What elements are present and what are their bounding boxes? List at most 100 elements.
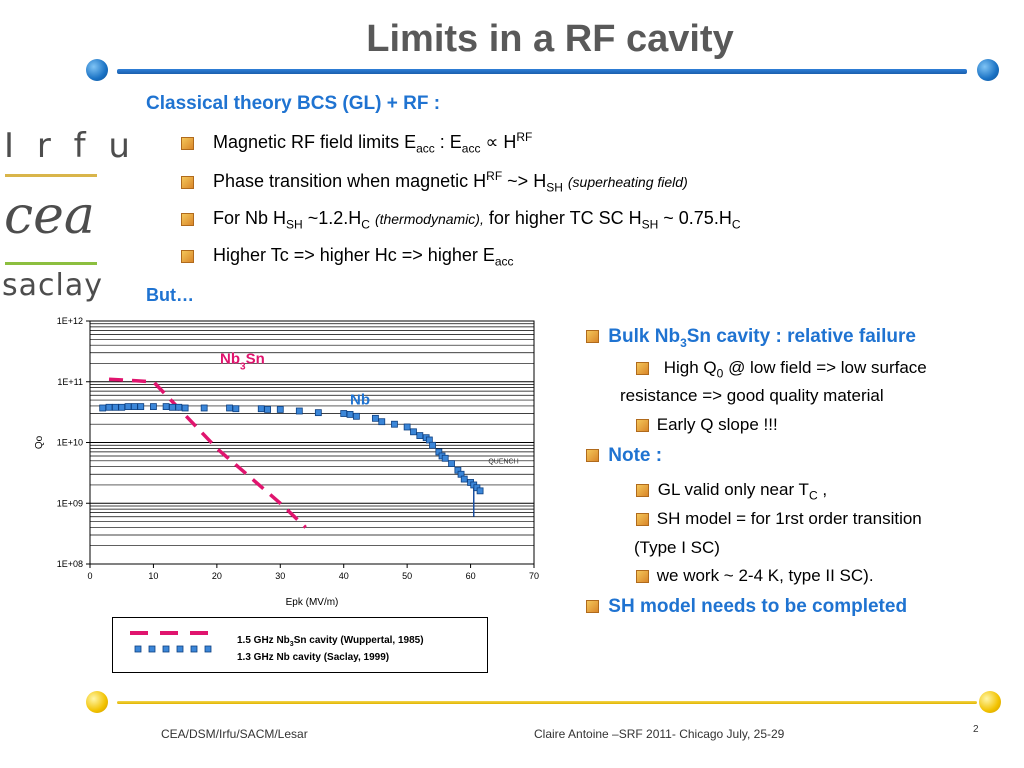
nb-data-point [111, 403, 119, 411]
top-left-ball-icon [86, 59, 108, 81]
b4-p0: Higher Tc => higher Hc => higher E [213, 245, 495, 265]
left-heading: Classical theory BCS (GL) + RF : [146, 93, 441, 114]
b3-p8: ~ 0.75.H [658, 208, 732, 228]
bottom-divider [117, 701, 977, 704]
cea-logo-underline [5, 262, 97, 265]
rs3-p0: GL valid only near T [657, 480, 809, 499]
nb-data-point [448, 460, 455, 467]
right-head-3: SH model needs to be completed [586, 596, 907, 618]
legend-entry-nb: 1.3 GHz Nb cavity (Saclay, 1999) [237, 652, 389, 663]
nb-data-point [175, 403, 183, 411]
nb-data-point [410, 428, 417, 436]
nb-data-point [346, 411, 354, 418]
right-head-1: Bulk Nb3Sn cavity : relative failure [586, 326, 916, 350]
x-tick-label: 20 [212, 571, 222, 581]
nb-data-point [137, 403, 145, 410]
y-tick-label: 1E+08 [57, 559, 83, 569]
bullet-row-1: Magnetic RF field limits Eacc : Eacc ∝ H… [181, 130, 532, 156]
nb-data-point [226, 404, 233, 412]
leg1-p2: Sn cavity (Wuppertal, 1985) [293, 635, 424, 646]
rh1-p2: Sn cavity : relative failure [686, 326, 916, 347]
legend-nb-marker [204, 645, 212, 653]
plot-frame [89, 320, 535, 565]
chart-legend: 1.5 GHz Nb3Sn cavity (Wuppertal, 1985) 1… [112, 617, 488, 673]
nb3sn-p2: Sn [246, 350, 265, 367]
y-tick-label: 1E+12 [57, 316, 83, 326]
b3-p3: C [361, 217, 370, 232]
irfu-logo: I r f u [4, 126, 136, 166]
top-divider [117, 69, 967, 74]
nb3sn-p0: Nb [220, 350, 240, 367]
b1-p1: acc [416, 141, 435, 156]
b3-p5: (thermodynamic), [374, 211, 484, 227]
bullet-icon [586, 330, 599, 344]
b2-p5: (superheating field) [567, 174, 688, 190]
legend-nb-marker [162, 645, 170, 653]
nb-data-point [429, 441, 436, 449]
b1-p0: Magnetic RF field limits E [213, 132, 417, 152]
legend-nb-marker [190, 645, 198, 653]
b1-p5: RF [516, 130, 533, 144]
bullet-icon [636, 513, 649, 527]
y-axis-label: Qo [34, 435, 45, 449]
nb-data-point [99, 404, 107, 412]
rs1-p1: 0 [716, 366, 724, 381]
x-tick-label: 0 [87, 571, 92, 581]
bullet-icon [636, 484, 649, 498]
right-sub-5: we work ~ 2-4 K, type II SC). [636, 566, 874, 586]
chart-grid [90, 323, 534, 565]
rh1-p0: Bulk Nb [608, 326, 681, 347]
chart-series [99, 377, 484, 529]
legend-nb-marker [176, 645, 184, 653]
rs4-text: SH model = for 1rst order transition [656, 509, 922, 528]
bullet-icon [181, 136, 194, 150]
nb-data-point [169, 403, 176, 411]
rh1-p1: 3 [680, 335, 687, 350]
leg1-p1: 3 [289, 641, 294, 648]
nb-data-point [118, 403, 126, 411]
but-label: But… [146, 285, 194, 305]
rh2-text: Note : [608, 445, 663, 466]
bottom-left-ball-icon [86, 691, 108, 713]
nb-data-point [391, 420, 398, 428]
legend-nb-swatch [134, 645, 212, 653]
b1-p2: : E [434, 132, 462, 152]
bullet-row-2: Phase transition when magnetic HRF ~> HS… [181, 169, 688, 195]
nb-label: Nb [350, 392, 370, 409]
bullet-icon [181, 212, 194, 226]
rs1-p0: High Q [663, 358, 717, 377]
nb3sn-series-line [108, 377, 307, 529]
rh3-text: SH model needs to be completed [608, 596, 908, 617]
nb-data-point [257, 405, 265, 413]
nb-data-point [416, 432, 424, 439]
nb-data-point [276, 406, 284, 413]
nb-data-point [150, 403, 157, 410]
bottom-right-ball-icon [979, 691, 1001, 713]
chart-ticks: 1E+08 1E+09 1E+10 1E+11 1E+12 0 10 20 30 40 50 60 70 [57, 316, 539, 581]
nb3sn-p1: 3 [240, 361, 246, 372]
nb-data-point [181, 404, 189, 412]
y-tick-label: 1E+11 [57, 377, 83, 387]
bullet-icon [181, 249, 194, 263]
nb-data-point [441, 454, 449, 462]
footer-center: Claire Antoine –SRF 2011- Chicago July, … [534, 727, 785, 741]
b2-p3: SH [546, 180, 563, 195]
bullet-row-4: Higher Tc => higher Hc => higher Eacc [181, 245, 514, 269]
nb-data-point [352, 412, 360, 420]
cea-logo: cea [4, 186, 95, 246]
legend-nb-marker [134, 645, 142, 653]
q-vs-e-chart: 1E+08 1E+09 1E+10 1E+11 1E+12 0 10 20 30 40 50 60 70… [34, 316, 539, 608]
b3-p6: for higher TC SC H [483, 208, 642, 228]
bullet-icon [586, 449, 599, 463]
b2-p0: Phase transition when magnetic H [213, 171, 487, 191]
nb3sn-label: Nb3Sn [220, 350, 265, 372]
right-sub-1b: resistance => good quality material [620, 386, 884, 405]
bullet-icon [636, 362, 649, 376]
bullet-icon [636, 570, 649, 584]
rs1-p2: @ low field => low surface [723, 358, 927, 377]
nb-data-point [378, 418, 386, 426]
nb-data-point [105, 403, 113, 411]
x-tick-label: 50 [402, 571, 412, 581]
y-tick-label: 1E+09 [57, 498, 83, 508]
nb-data-point [124, 403, 132, 410]
